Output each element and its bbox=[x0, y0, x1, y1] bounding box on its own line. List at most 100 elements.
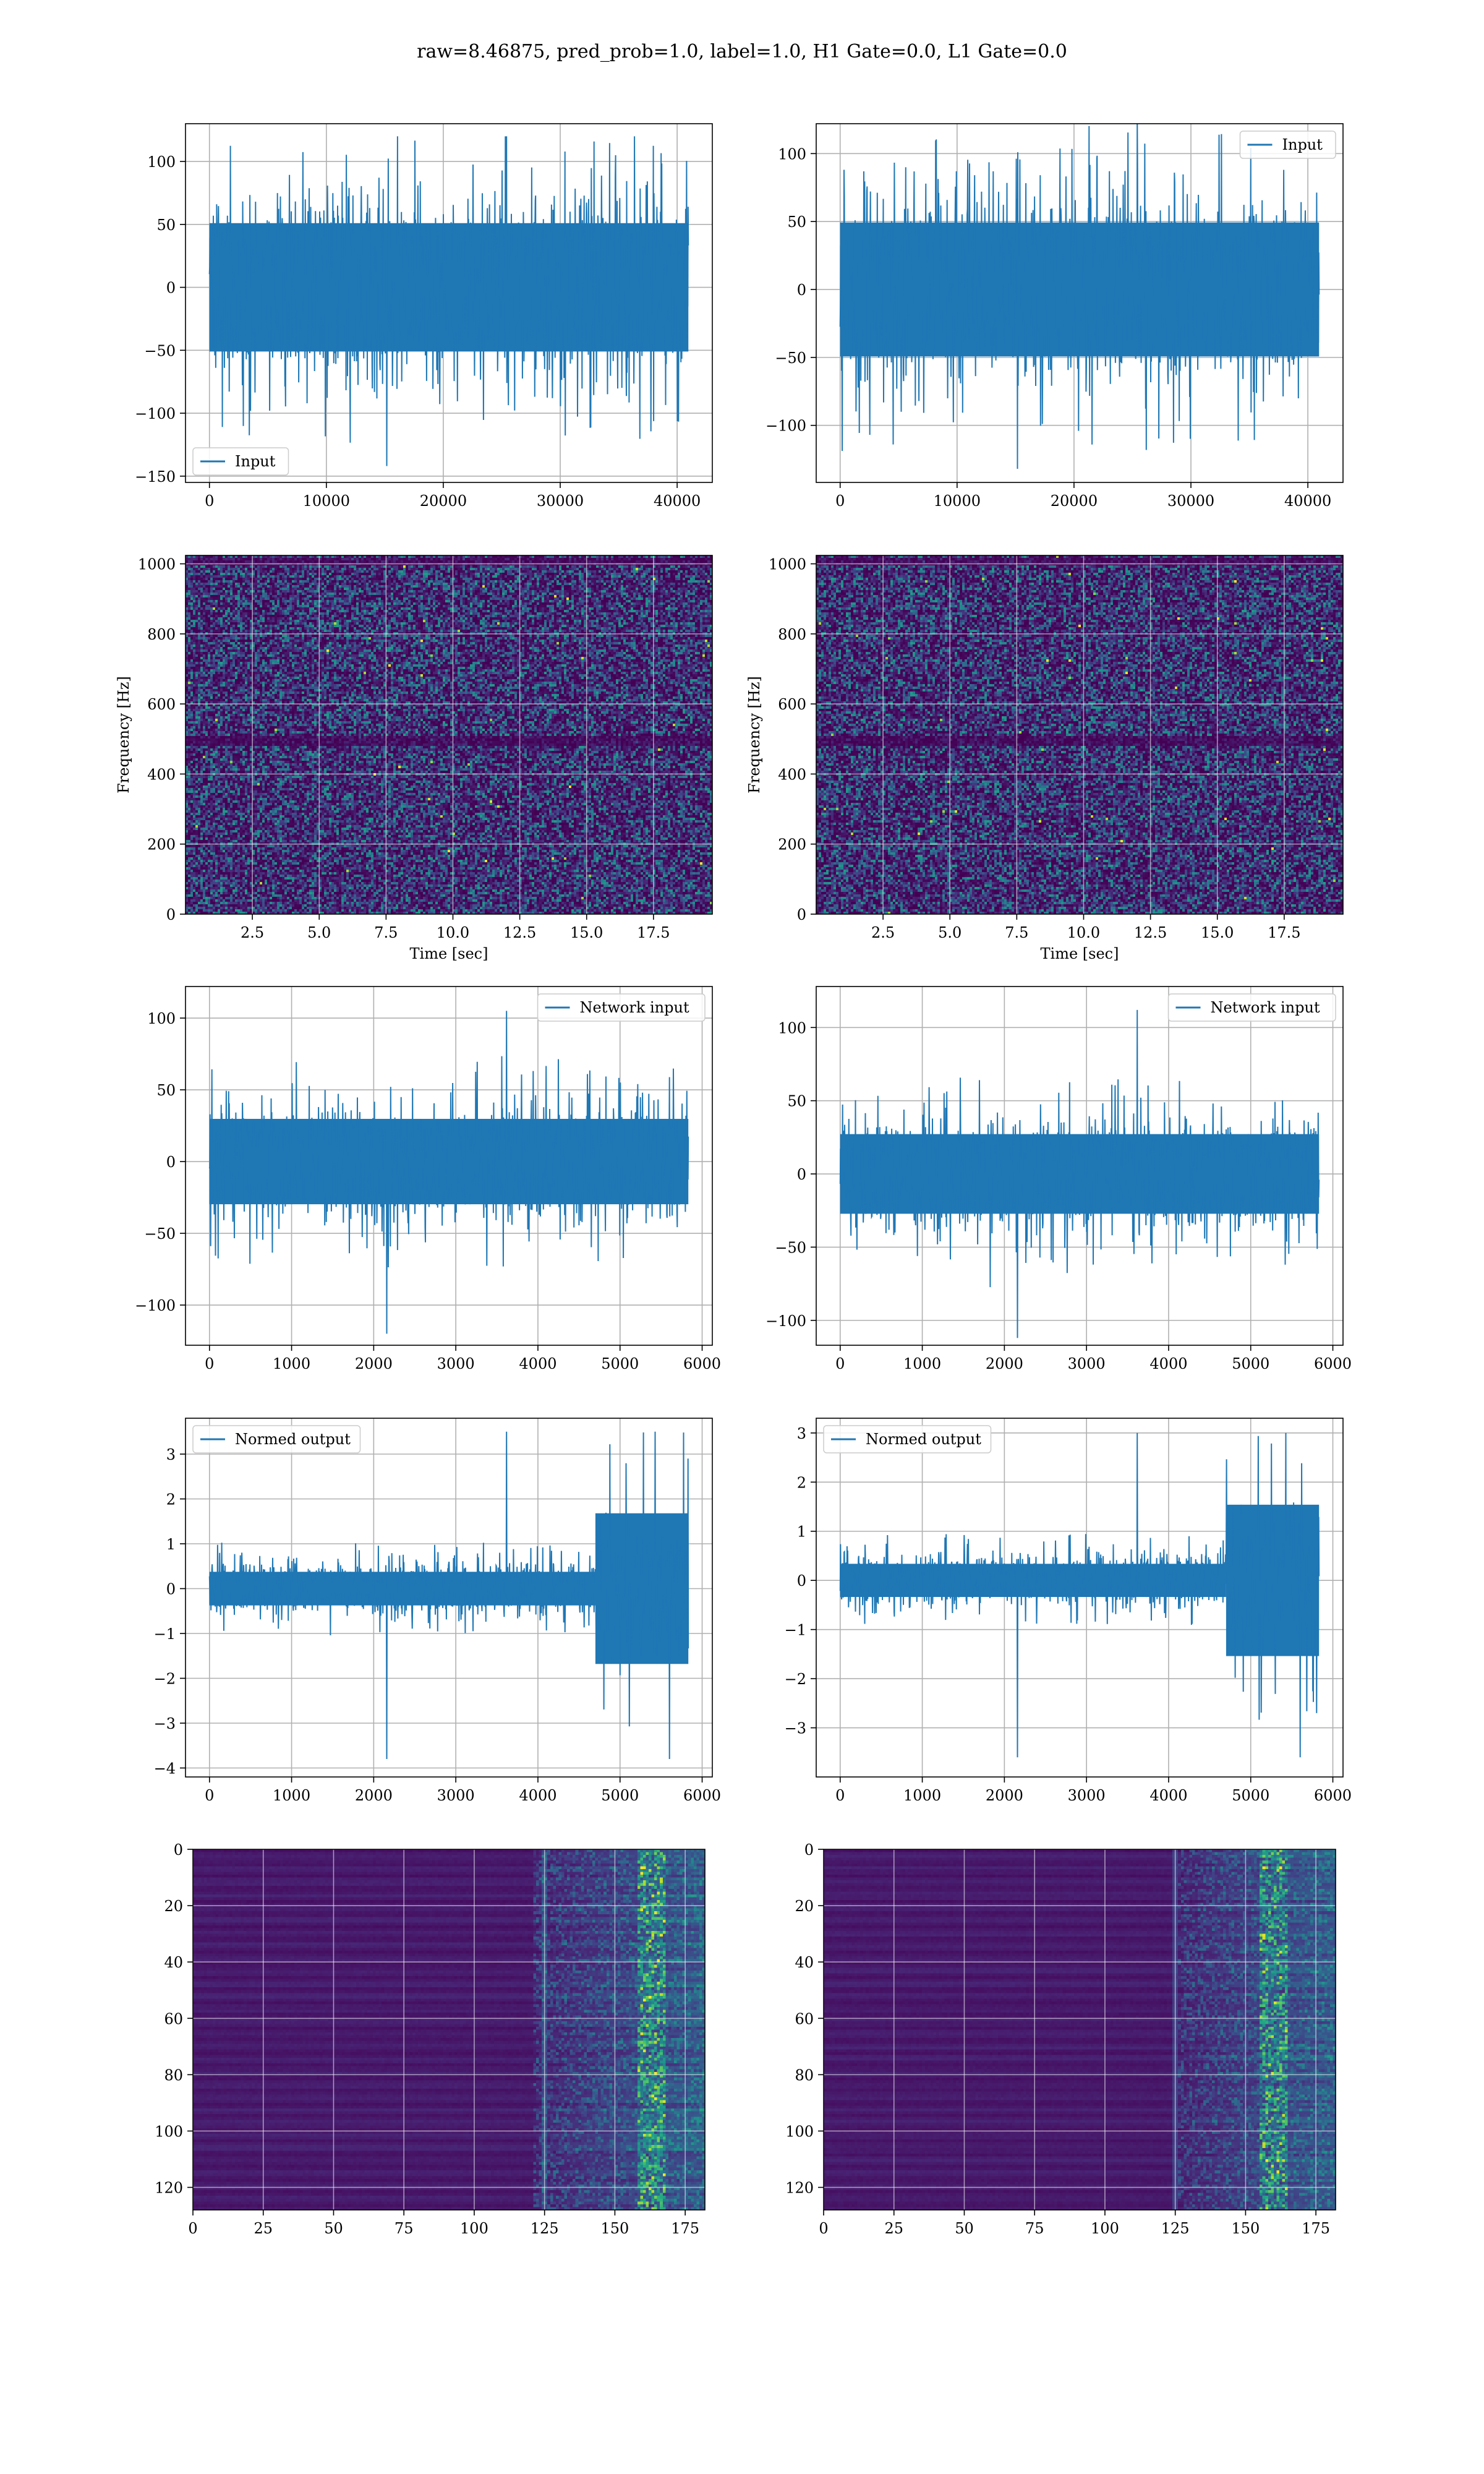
y-tick-label: 400 bbox=[147, 766, 176, 783]
legend-box bbox=[537, 993, 706, 1022]
x-tick-label: 25 bbox=[254, 2220, 273, 2237]
y-tick-label: −2 bbox=[785, 1671, 806, 1688]
y-tick-label: 80 bbox=[795, 2066, 814, 2084]
y-tick-label: −100 bbox=[765, 417, 806, 435]
x-tick-label: 40000 bbox=[1284, 492, 1331, 510]
y-tick-label: 800 bbox=[147, 626, 176, 643]
x-tick-label: 10000 bbox=[303, 492, 350, 510]
heatmap-image bbox=[824, 1849, 1336, 2210]
x-tick-label: 2000 bbox=[355, 1355, 393, 1372]
y-tick-label: 200 bbox=[147, 836, 176, 854]
y-tick-label: 0 bbox=[166, 1154, 176, 1171]
y-tick-label: 100 bbox=[778, 145, 806, 163]
y-tick-label: 2 bbox=[166, 1491, 176, 1509]
y-tick-label: 100 bbox=[147, 153, 176, 171]
x-tick-label: 175 bbox=[1302, 2220, 1330, 2237]
x-tick-label: 20000 bbox=[420, 492, 467, 510]
grid bbox=[192, 1849, 705, 2210]
y-axis-label: Frequency [Hz] bbox=[746, 676, 763, 794]
x-tick-label: 4000 bbox=[519, 1787, 556, 1804]
x-tick-label: 5000 bbox=[601, 1787, 639, 1804]
axes-frame bbox=[185, 1418, 713, 1778]
x-tick-label: 10000 bbox=[934, 492, 981, 510]
x-tick-label: 0 bbox=[188, 2220, 197, 2237]
y-tick-label: 0 bbox=[797, 906, 806, 923]
y-tick-label: 1 bbox=[166, 1536, 176, 1553]
y-tick-label: 120 bbox=[785, 2180, 814, 2197]
y-tick-label: 60 bbox=[795, 2010, 814, 2027]
legend-label: Input bbox=[1282, 136, 1323, 153]
y-tick-label: 1000 bbox=[769, 556, 806, 573]
x-tick-label: 17.5 bbox=[1268, 924, 1300, 941]
x-tick-label: 15.0 bbox=[1201, 924, 1234, 941]
x-tick-label: 75 bbox=[394, 2220, 414, 2237]
x-tick-label: 25 bbox=[884, 2220, 903, 2237]
y-tick-label: 0 bbox=[797, 281, 806, 299]
y-tick-label: 100 bbox=[778, 1019, 806, 1037]
y-tick-label: −50 bbox=[775, 1239, 806, 1256]
y-tick-label: 600 bbox=[147, 696, 176, 713]
x-tick-label: 4000 bbox=[1149, 1355, 1187, 1372]
x-tick-label: 3000 bbox=[437, 1787, 475, 1804]
heatmap-image bbox=[816, 555, 1343, 914]
heatmap-image bbox=[193, 1849, 705, 2210]
x-tick-label: 10.0 bbox=[1067, 924, 1100, 941]
x-tick-label: 2.5 bbox=[241, 924, 264, 941]
y-tick-label: 0 bbox=[166, 1581, 176, 1598]
y-tick-label: −2 bbox=[154, 1671, 176, 1688]
x-tick-label: 1000 bbox=[903, 1355, 941, 1372]
x-tick-label: 150 bbox=[601, 2220, 629, 2237]
legend-label: Network input bbox=[580, 999, 689, 1016]
y-tick-label: 1 bbox=[797, 1523, 806, 1541]
legend: Input bbox=[192, 447, 289, 476]
chart-network-input-h1: 0 1000 2000 3000 4000 5000 6000 −100 −50 0 50 100 Ne… bbox=[135, 986, 721, 1372]
y-tick-label: 50 bbox=[787, 1093, 806, 1110]
x-tick-label: 75 bbox=[1025, 2220, 1044, 2237]
x-tick-label: 7.5 bbox=[374, 924, 398, 941]
y-tick-label: 2 bbox=[797, 1474, 806, 1491]
x-tick-label: 0 bbox=[205, 1355, 214, 1372]
x-tick-label: 20000 bbox=[1051, 492, 1098, 510]
chart-spectrogram-h1: 2.5 5.0 7.5 10.0 12.5 15.0 17.5 0 200 400 600 800 10… bbox=[115, 555, 713, 962]
y-tick-label: 40 bbox=[795, 1954, 814, 1971]
y-tick-label: 20 bbox=[164, 1898, 183, 1915]
axes-frame bbox=[816, 555, 1344, 915]
x-tick-label: 50 bbox=[324, 2220, 343, 2237]
x-tick-label: 50 bbox=[955, 2220, 974, 2237]
x-tick-label: 40000 bbox=[654, 492, 701, 510]
y-tick-label: −3 bbox=[154, 1715, 176, 1732]
y-tick-label: 400 bbox=[778, 766, 806, 783]
x-tick-label: 1000 bbox=[273, 1355, 310, 1372]
y-tick-label: −50 bbox=[144, 1225, 176, 1243]
y-tick-label: −150 bbox=[135, 468, 176, 486]
chart-input-l1: 0 10000 20000 30000 40000 −100 −50 0 50 100 Input bbox=[765, 123, 1344, 510]
x-tick-label: 5000 bbox=[1232, 1355, 1269, 1372]
x-tick-label: 5000 bbox=[1232, 1787, 1269, 1804]
x-tick-label: 3000 bbox=[437, 1355, 475, 1372]
x-tick-label: 0 bbox=[205, 1787, 214, 1804]
x-tick-label: 4000 bbox=[519, 1355, 556, 1372]
series-line bbox=[839, 1432, 1320, 1758]
y-tick-label: 50 bbox=[156, 1082, 176, 1099]
legend-label: Normed output bbox=[235, 1431, 351, 1448]
x-tick-label: 12.5 bbox=[503, 924, 536, 941]
legend: Network input bbox=[1167, 993, 1336, 1022]
y-tick-label: 0 bbox=[797, 1166, 806, 1183]
y-tick-label: 200 bbox=[778, 836, 806, 854]
x-tick-label: 150 bbox=[1232, 2220, 1260, 2237]
x-axis-label: Time [sec] bbox=[410, 945, 488, 962]
axes-frame bbox=[816, 123, 1344, 483]
x-tick-label: 0 bbox=[205, 492, 214, 510]
legend-box bbox=[1167, 993, 1336, 1022]
y-tick-label: 20 bbox=[795, 1898, 814, 1915]
x-tick-label: 6000 bbox=[683, 1355, 721, 1372]
x-tick-label: 0 bbox=[835, 1355, 845, 1372]
chart-normed-output-h1: 0 1000 2000 3000 4000 5000 6000 −4 −3 −2 −1 0 1 2 3 Nor… bbox=[154, 1418, 721, 1804]
x-tick-label: 5.0 bbox=[938, 924, 962, 941]
legend-box bbox=[823, 1425, 992, 1453]
y-tick-label: 1000 bbox=[138, 556, 176, 573]
y-tick-label: −100 bbox=[765, 1312, 806, 1330]
x-tick-label: 10.0 bbox=[437, 924, 469, 941]
x-tick-label: 17.5 bbox=[637, 924, 670, 941]
